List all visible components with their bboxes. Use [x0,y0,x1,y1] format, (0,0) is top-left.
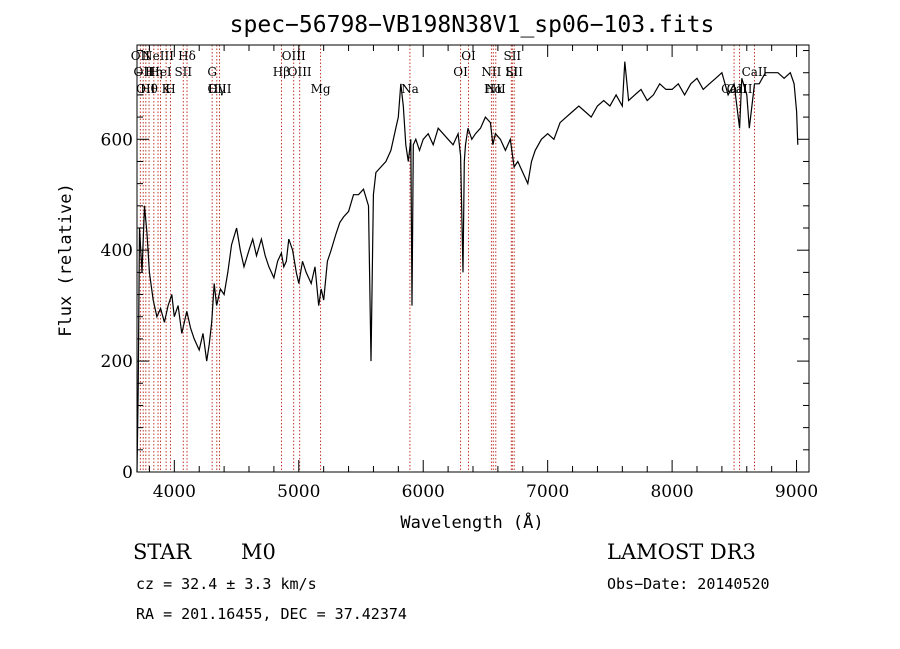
spectrum-line [136,61,799,473]
x-tick-label: 4000 [153,482,196,502]
line-marker-label: SII [505,65,523,79]
line-marker-label: SII [503,49,521,63]
line-marker-label: OI [453,65,468,79]
axis-ticks [137,45,809,473]
y-axis-label: Flux (relative) [56,183,76,337]
line-marker-label: OIII [207,82,231,96]
line-marker-label: HeI [149,65,172,79]
x-axis-label: Wavelength (Å) [400,511,543,533]
line-marker-label: Hγ [208,82,226,96]
x-tick-label: 5000 [277,482,320,502]
plot-frame [136,44,810,473]
obs-date: Obs−Date: 20140520 [607,575,770,593]
x-tick-label: 9000 [775,482,818,502]
line-marker-labels: OIIOIIOIIHθHηNeIIIHeIKHSIIHδGHγOIIIHβOII… [131,49,768,96]
line-marker-label: NII [486,82,506,96]
redshift-text: cz = 32.4 ± 3.3 km/s [136,575,317,593]
radec-text: RA = 201.16455, DEC = 37.42374 [136,605,407,623]
line-markers [139,45,755,472]
y-tick-label: 200 [101,352,133,372]
line-marker-label: CaII [727,82,753,96]
line-marker-label: CaII [742,65,768,79]
y-tick-label: 0 [122,463,133,483]
line-marker-label: Hδ [178,49,196,63]
line-marker-label: OII [136,82,156,96]
line-marker-label: OI [461,49,476,63]
object-subclass: M0 [241,540,276,564]
line-marker-label: Na [401,82,419,96]
line-marker-label: Hβ [273,65,290,79]
line-marker-label: SII [174,65,192,79]
line-marker-label: NII [481,65,501,79]
line-marker-label: Hθ [140,82,158,96]
line-marker-label: OIII [282,49,306,63]
line-marker-label: G [207,65,217,79]
line-marker-label: Hα [484,82,503,96]
y-tick-label: 400 [101,241,133,261]
x-tick-label: 8000 [650,482,693,502]
object-class: STAR [133,540,192,564]
line-marker-label: K [162,82,172,96]
y-tick-label: 600 [101,130,133,150]
line-marker-label: NeIII [142,49,174,63]
axis-tick-labels: 4000 5000 6000 7000 8000 9000 0 200 400 600 [101,130,819,502]
line-marker-label: Hη [145,65,163,79]
chart-title: spec−56798−VB198N38V1_sp06−103.fits [230,12,715,38]
line-marker-label: Li [505,65,517,79]
line-marker-label: OIII [288,65,312,79]
line-marker-label: Mg [311,82,331,96]
line-marker-label: OII [134,65,154,79]
survey-name: LAMOST DR3 [607,540,756,564]
x-tick-label: 7000 [526,482,569,502]
line-marker-label: OII [131,49,151,63]
x-tick-label: 6000 [402,482,445,502]
line-marker-label: H [165,82,175,96]
